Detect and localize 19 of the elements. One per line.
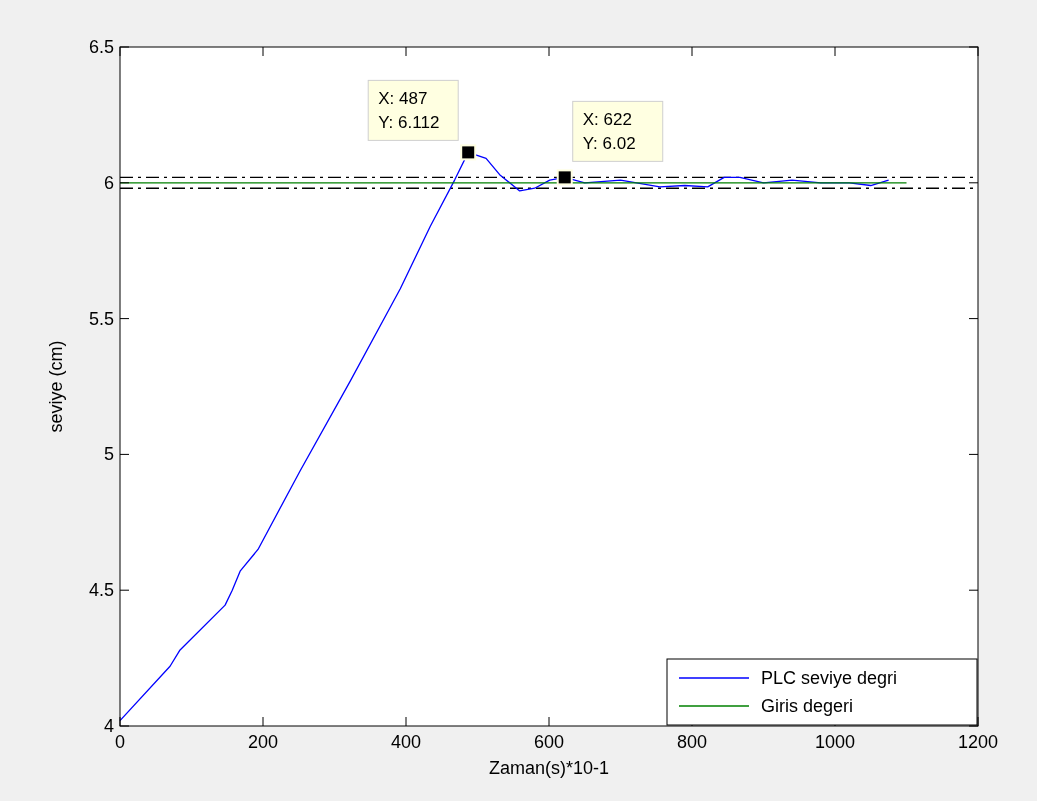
- legend-label: Giris degeri: [761, 696, 854, 716]
- legend-label: PLC seviye degri: [761, 668, 898, 688]
- y-tick-label: 5: [103, 444, 114, 465]
- x-tick-label: 1200: [957, 732, 999, 752]
- x-tick-label: 600: [533, 732, 565, 752]
- x-tick-label: 200: [247, 732, 279, 752]
- x-tick-label: 400: [390, 732, 422, 752]
- x-axis-title: Zaman(s)*10-1: [488, 758, 610, 778]
- x-tick-label: 1000: [814, 732, 856, 752]
- annotation: X: 622 Y: 6.02: [582, 110, 636, 154]
- y-tick-label: 6: [103, 172, 114, 193]
- y-tick-label: 5.5: [88, 308, 114, 329]
- annotation: X: 487 Y: 6.112: [378, 89, 440, 133]
- x-tick-label: 800: [676, 732, 708, 752]
- y-tick-label: 4: [103, 716, 114, 736]
- x-tick-label: 0: [114, 732, 126, 752]
- y-tick-label: 4.5: [88, 580, 114, 601]
- y-tick-label: 6.5: [88, 37, 114, 57]
- y-axis-title: seviye (cm): [46, 340, 66, 433]
